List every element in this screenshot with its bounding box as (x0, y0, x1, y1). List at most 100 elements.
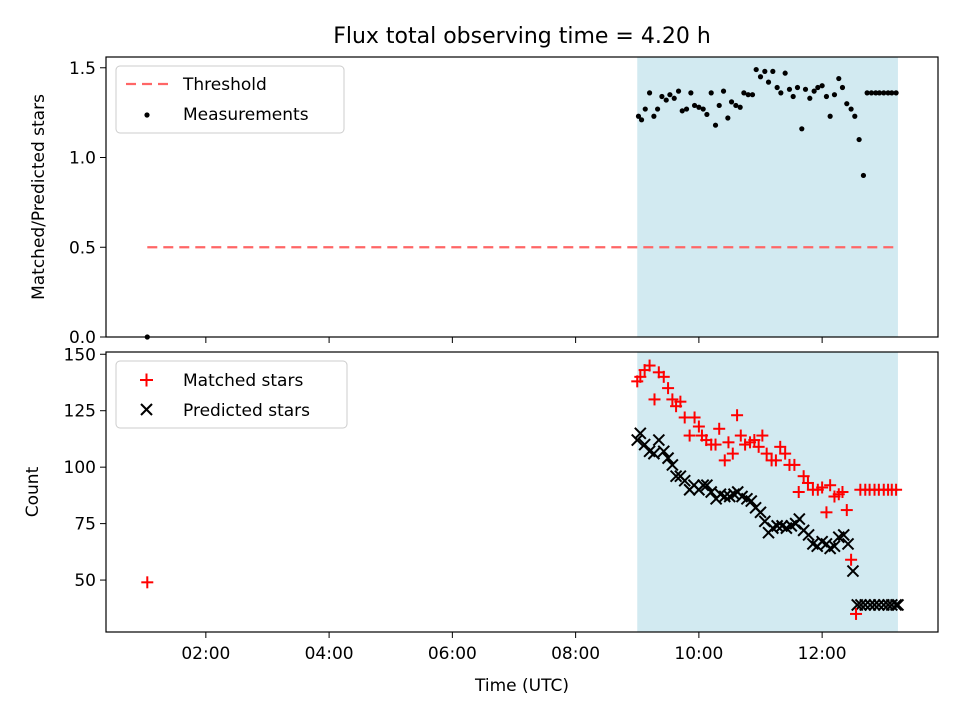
matched-star-markers (141, 359, 903, 620)
matched-star-marker (666, 393, 679, 406)
measurement-point (700, 106, 706, 112)
measurement-point (683, 106, 690, 112)
measurement-point (675, 88, 682, 94)
matched-star-marker (674, 395, 687, 408)
bottom-x-tick-label: 02:00 (181, 644, 230, 664)
measurement-point (782, 70, 788, 76)
matched-star-marker (734, 429, 747, 442)
matched-star-marker (788, 458, 801, 471)
legend-threshold-label: Threshold (182, 75, 267, 95)
bottom-x-tick-label: 10:00 (674, 644, 723, 664)
measurement-point (762, 68, 768, 74)
measurement-point (642, 106, 648, 112)
measurement-point (716, 102, 722, 109)
matched-star-marker (840, 504, 853, 517)
predicted-star-marker (652, 433, 666, 447)
matched-star-marker (816, 481, 829, 494)
predicted-star-marker (802, 528, 815, 542)
bottom-legend: Matched stars Predicted stars (115, 360, 348, 429)
legend-predicted-swatch (140, 403, 153, 416)
predicted-star-marker (828, 539, 841, 553)
bottom-axis-ticks: 50 75 100 125 150 02:00 04:00 06:00 08:00 10:00 12… (64, 345, 847, 664)
bottom-x-tick-label: 08:00 (551, 644, 600, 664)
bottom-y-tick-label: 100 (64, 458, 96, 478)
predicted-star-marker (846, 564, 860, 578)
legend-predicted-label: Predicted stars (183, 401, 310, 421)
measurement-point (844, 101, 850, 107)
measurement-point (889, 90, 895, 96)
measurement-point (659, 93, 665, 100)
matched-star-marker (797, 470, 810, 483)
measurement-point (671, 95, 677, 101)
measurement-point (720, 88, 727, 94)
predicted-star-marker (770, 519, 784, 533)
bottom-y-axis-label: Count (23, 466, 43, 517)
top-shaded-span (637, 57, 898, 337)
matched-star-marker (722, 436, 735, 449)
measurement-point (823, 93, 830, 100)
matched-star-marker (774, 440, 787, 453)
predicted-star-marker (854, 598, 868, 612)
top-panel: 0.0 0.5 1.0 1.5 Matched/Predicted stars Thr… (29, 56, 939, 348)
predicted-star-marker (661, 451, 675, 465)
measurement-point (827, 113, 833, 119)
bottom-x-tick-label: 12:00 (798, 644, 847, 664)
measurement-point (799, 126, 805, 132)
measurement-point (811, 88, 817, 94)
matched-star-marker (779, 447, 792, 460)
matched-star-marker (890, 483, 903, 496)
measurement-point (667, 92, 673, 98)
measurement-point (856, 136, 862, 143)
matched-star-marker (718, 454, 731, 467)
predicted-star-marker (891, 598, 905, 612)
measurement-point (638, 117, 645, 123)
predicted-star-marker (745, 494, 758, 508)
matched-star-marker (824, 479, 837, 492)
measurement-point (635, 113, 642, 119)
matched-star-marker (657, 370, 670, 383)
measurement-points (144, 66, 899, 340)
bottom-shaded-span (637, 352, 898, 632)
measurement-point (728, 99, 735, 105)
bottom-y-tick-label: 75 (74, 515, 96, 535)
predicted-star-marker (666, 458, 679, 472)
measurement-point (819, 83, 825, 89)
measurement-point (873, 90, 879, 96)
measurement-point (790, 93, 796, 100)
predicted-star-marker (793, 512, 806, 526)
predicted-star-marker (647, 447, 661, 460)
predicted-star-marker (841, 537, 855, 551)
measurement-point (852, 113, 858, 119)
predicted-star-marker (837, 528, 850, 542)
measurement-point (839, 84, 846, 91)
predicted-star-marker (718, 490, 731, 503)
bottom-x-tick-label: 06:00 (428, 644, 477, 664)
measurement-point (893, 90, 899, 96)
predicted-star-marker (872, 598, 886, 612)
measurement-point (696, 104, 702, 110)
measurement-point (864, 90, 870, 96)
measurement-point (654, 106, 661, 112)
matched-star-marker (692, 420, 705, 433)
predicted-star-marker (754, 506, 767, 519)
measurement-point (733, 102, 739, 109)
measurement-point (786, 86, 793, 92)
matched-star-marker (688, 411, 701, 424)
bottom-y-tick-label: 150 (64, 345, 96, 365)
matched-star-marker (726, 447, 739, 460)
matched-star-marker (845, 553, 858, 566)
matched-star-marker (752, 440, 765, 453)
legend-matched-label: Matched stars (183, 371, 303, 391)
predicted-star-marker (657, 445, 670, 458)
top-y-tick-label: 0.0 (69, 328, 96, 348)
bottom-y-tick-label: 50 (74, 571, 96, 591)
predicted-star-marker (700, 479, 714, 492)
measurement-point (778, 90, 784, 96)
measurement-point (774, 84, 780, 91)
predicted-star-marker (868, 598, 881, 612)
measurement-point (860, 172, 867, 179)
measurement-point (868, 90, 875, 96)
predicted-star-marker (631, 433, 644, 447)
measurement-point (688, 90, 694, 96)
